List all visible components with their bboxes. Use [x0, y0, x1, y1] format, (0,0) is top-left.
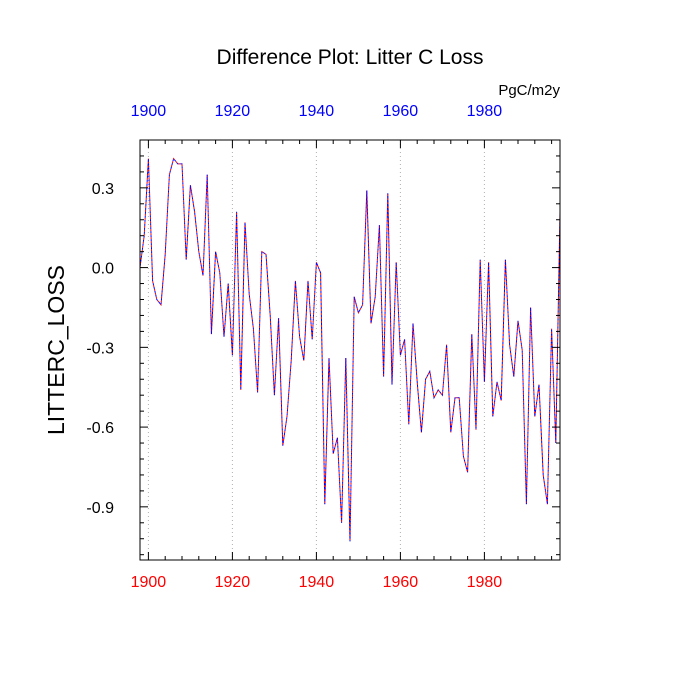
series-line-red [139, 157, 561, 542]
x-tick-label-top-1960: 1960 [383, 103, 419, 120]
y-axis-label: LITTERC_LOSS [43, 265, 69, 435]
x-tick-label-top-1940: 1940 [299, 103, 335, 120]
y-tick-label-4: -0.9 [86, 500, 114, 517]
axis-tick-labels: 1900 1900 1920 1920 1940 1940 1960 1960 1980 1980… [86, 103, 502, 591]
x-tick-label-bottom-1940: 1940 [299, 574, 335, 591]
x-tick-label-top-1900: 1900 [131, 103, 167, 120]
y-tick-label-3: -0.6 [86, 420, 114, 437]
y-tick-label-2: -0.3 [86, 340, 114, 357]
y-tick-label-1: 0.0 [92, 261, 114, 278]
plot-frame [139, 139, 561, 561]
units-label: PgC/m2y [498, 82, 560, 99]
y-tick-label-0: 0.3 [92, 181, 114, 198]
x-tick-label-bottom-1900: 1900 [131, 574, 167, 591]
series-lines [139, 157, 561, 542]
chart-title: Difference Plot: Litter C Loss [217, 46, 484, 69]
series-line-blue [139, 157, 561, 542]
x-tick-label-top-1920: 1920 [215, 103, 251, 120]
x-tick-label-top-1980: 1980 [467, 103, 503, 120]
x-tick-label-bottom-1960: 1960 [383, 574, 419, 591]
x-tick-label-bottom-1980: 1980 [467, 574, 503, 591]
axis-ticks [140, 139, 560, 560]
grid-lines [147, 140, 485, 560]
x-tick-label-bottom-1920: 1920 [215, 574, 251, 591]
